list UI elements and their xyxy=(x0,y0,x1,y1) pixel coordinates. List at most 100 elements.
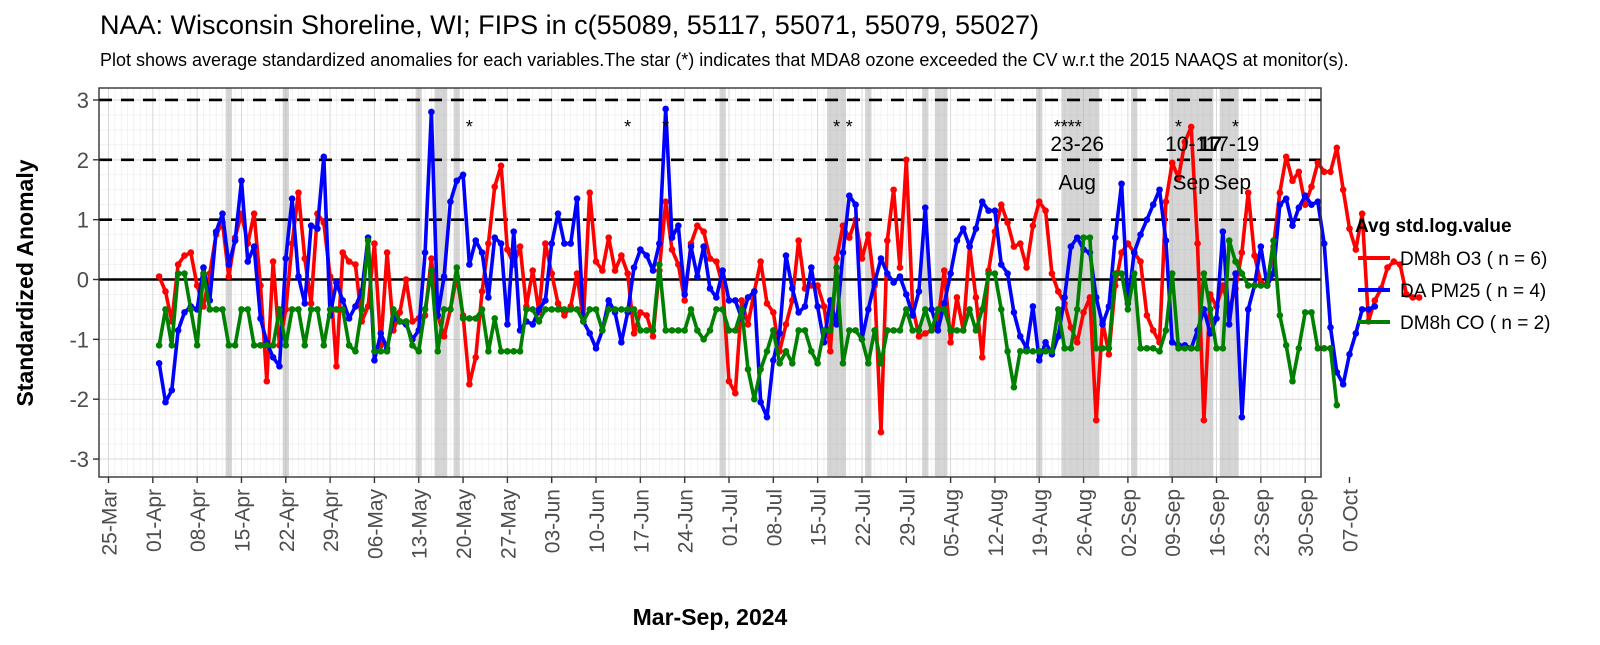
data-point xyxy=(434,348,442,355)
data-point xyxy=(1415,294,1423,301)
data-point xyxy=(219,306,226,313)
data-point xyxy=(345,258,353,265)
data-point xyxy=(1042,339,1049,346)
data-point xyxy=(1175,174,1182,182)
data-point xyxy=(1137,258,1144,265)
data-point xyxy=(1282,195,1290,203)
data-point xyxy=(497,240,505,247)
data-point xyxy=(1080,234,1087,241)
data-point xyxy=(1168,339,1176,346)
x-tick-label: 30-Sep xyxy=(1295,489,1318,557)
data-point xyxy=(921,204,929,211)
data-point xyxy=(1054,306,1062,313)
data-point xyxy=(542,306,549,313)
data-point xyxy=(719,306,726,313)
data-point xyxy=(225,342,233,349)
data-point xyxy=(902,306,910,313)
data-point xyxy=(808,348,815,355)
data-point xyxy=(1232,270,1239,277)
data-point xyxy=(687,306,695,313)
x-tick-label: 08-Apr xyxy=(187,489,210,552)
data-point xyxy=(1156,348,1163,355)
data-point xyxy=(371,357,378,364)
data-point xyxy=(928,327,935,334)
data-point xyxy=(1156,186,1163,194)
data-point xyxy=(890,186,897,194)
data-point xyxy=(529,267,537,274)
data-point xyxy=(618,339,625,346)
y-tick-label: 1 xyxy=(77,208,89,233)
data-point xyxy=(915,327,923,334)
data-point xyxy=(738,306,745,313)
chart-title: NAA: Wisconsin Shoreline, WI; FIPS in c(… xyxy=(100,10,1039,40)
data-point xyxy=(301,300,309,307)
x-tick-label: 17-Jun xyxy=(630,489,653,553)
data-point xyxy=(548,306,556,313)
data-point xyxy=(1314,345,1322,352)
data-point xyxy=(687,243,695,250)
data-point xyxy=(561,240,568,247)
data-point xyxy=(915,333,923,340)
data-point xyxy=(1295,168,1303,176)
y-tick-label: 0 xyxy=(77,268,89,293)
data-point xyxy=(402,318,410,325)
x-tick-label: 03-Jun xyxy=(542,489,565,553)
data-point xyxy=(902,291,910,298)
data-point xyxy=(1137,345,1144,352)
data-point xyxy=(225,261,233,268)
data-point xyxy=(358,306,366,313)
data-point xyxy=(1333,368,1341,376)
x-tick-label: 15-Apr xyxy=(231,489,254,552)
data-point xyxy=(877,255,885,262)
data-point xyxy=(257,315,264,322)
data-point xyxy=(852,201,859,208)
data-point xyxy=(1396,261,1404,268)
data-point xyxy=(1067,345,1075,352)
data-point xyxy=(1232,258,1239,265)
data-point xyxy=(1358,306,1366,313)
data-point xyxy=(174,270,182,277)
data-point xyxy=(1314,159,1322,167)
data-point xyxy=(909,312,916,319)
x-tick-label: 22-Apr xyxy=(276,489,299,552)
x-tick-label: 23-Sep xyxy=(1251,489,1274,557)
data-point xyxy=(732,297,739,304)
data-point xyxy=(630,264,638,271)
x-tick-label: 10-Jun xyxy=(586,489,609,553)
data-point xyxy=(307,300,315,307)
data-point xyxy=(333,279,340,286)
shaded-day xyxy=(1226,88,1233,477)
data-point xyxy=(288,306,296,313)
data-point xyxy=(1105,351,1113,358)
data-point xyxy=(864,359,872,367)
data-point xyxy=(972,294,980,301)
data-point xyxy=(1194,345,1201,352)
data-point xyxy=(554,300,562,307)
data-point xyxy=(883,237,891,244)
data-point xyxy=(694,222,701,229)
data-point xyxy=(915,288,923,295)
data-point xyxy=(181,270,188,277)
data-point xyxy=(1263,282,1271,289)
data-point xyxy=(845,327,853,334)
data-point xyxy=(978,306,986,313)
exceedance-star: * xyxy=(846,117,853,137)
exceedance-star: * xyxy=(662,117,669,137)
data-point xyxy=(662,327,669,334)
data-point xyxy=(1029,222,1037,229)
data-point xyxy=(902,156,910,164)
data-point xyxy=(896,273,904,280)
data-point xyxy=(991,270,999,277)
data-point xyxy=(1308,183,1315,191)
x-tick-label: 02-Sep xyxy=(1118,489,1141,557)
data-point xyxy=(1371,297,1379,304)
data-point xyxy=(371,348,378,355)
data-point xyxy=(839,249,847,256)
data-point xyxy=(789,285,796,292)
data-point xyxy=(345,342,353,349)
x-tick-label: 09-Sep xyxy=(1162,489,1185,557)
event-label-month: Sep xyxy=(1214,172,1251,195)
data-point xyxy=(978,198,986,206)
data-point xyxy=(1118,180,1125,188)
